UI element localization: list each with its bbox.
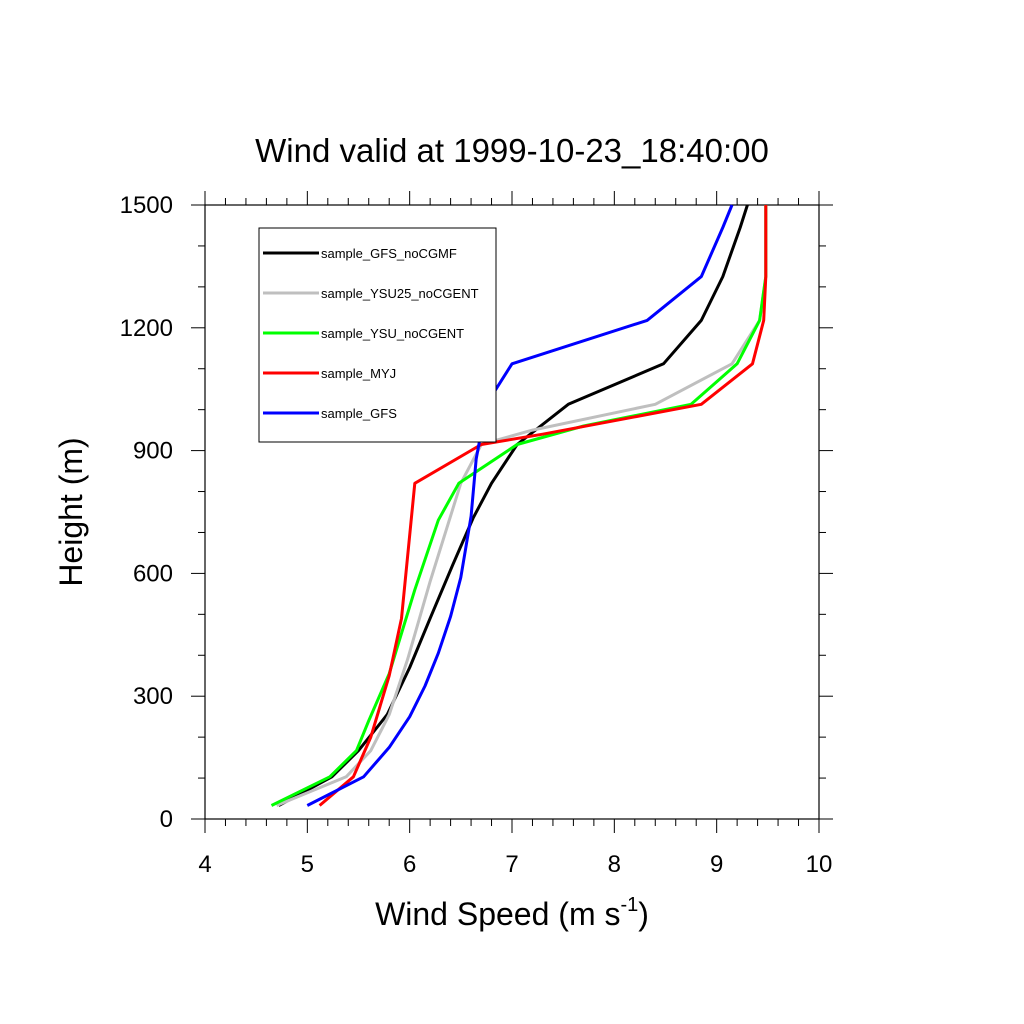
series-line-sample-myj: [318, 205, 768, 807]
chart-title: Wind valid at 1999-10-23_18:40:00: [255, 132, 769, 169]
series-lines: [270, 204, 768, 807]
x-tick-labels: 4 5 6 7 8 9 10: [198, 851, 832, 878]
legend-entry-label: sample_YSU_noCGENT: [321, 326, 464, 341]
legend-entry-label: sample_MYJ: [321, 366, 396, 381]
x-tick-label: 9: [710, 851, 723, 878]
y-tick-label: 0: [160, 806, 173, 833]
legend-box: [258, 227, 497, 443]
x-tick-label: 8: [608, 851, 621, 878]
y-tick-label: 1200: [120, 315, 173, 342]
y-tick-labels: 0 300 600 900 1200 1500: [120, 192, 173, 833]
x-axis-label-sup: -1: [620, 894, 638, 916]
legend-entry-label: sample_YSU25_noCGENT: [321, 286, 479, 301]
legend: sample_GFS_noCGMF sample_YSU25_noCGENTsam…: [258, 227, 497, 443]
y-tick-label: 300: [133, 683, 173, 710]
x-tick-label: 7: [505, 851, 518, 878]
x-tick-label: 4: [198, 851, 211, 878]
x-tick-label: 6: [403, 851, 416, 878]
series-line-sample-ysu-nocgent: [270, 205, 768, 807]
minor-ticks: [191, 191, 833, 833]
x-tick-label: 5: [301, 851, 314, 878]
y-tick-label: 600: [133, 560, 173, 587]
series-line-sample-gfs: [306, 204, 734, 807]
legend-entry-label: sample_GFS: [321, 406, 397, 421]
y-tick-label: 1500: [120, 192, 173, 219]
x-axis-label: Wind Speed (m s-1): [375, 894, 649, 932]
x-axis-label-end: ): [638, 896, 649, 932]
y-axis-label: Height (m): [53, 437, 89, 586]
y-tick-label: 900: [133, 438, 173, 465]
x-tick-label: 10: [806, 851, 833, 878]
legend-entry-label: sample_GFS_noCGMF: [321, 246, 457, 261]
x-axis-label-main: Wind Speed (m s: [375, 896, 620, 932]
